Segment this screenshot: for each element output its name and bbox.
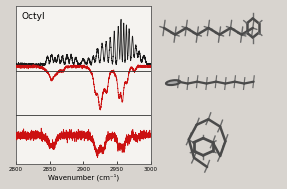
Text: Octyl: Octyl [21, 12, 45, 22]
Ellipse shape [166, 80, 180, 85]
X-axis label: Wavenumber (cm⁻¹): Wavenumber (cm⁻¹) [48, 174, 119, 181]
